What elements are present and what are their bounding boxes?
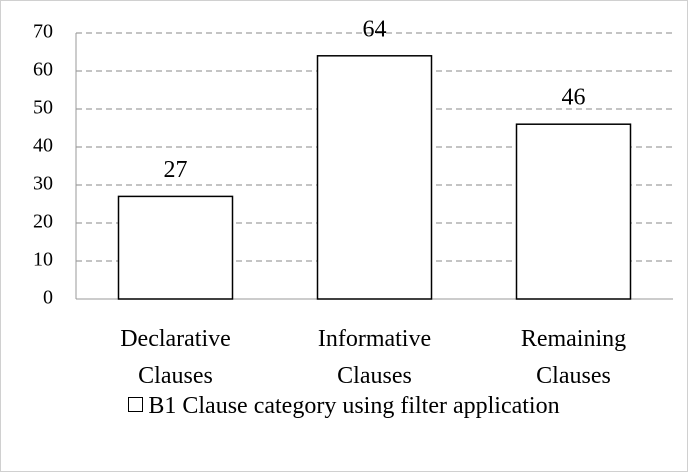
y-tick-label: 60 [33,59,53,81]
data-label: 46 [562,85,586,111]
bar [316,55,433,300]
x-tick-label: Declarative Clauses [120,326,231,389]
y-tick-label: 20 [33,211,53,233]
legend: B1 Clause category using filter applicat… [1,393,687,420]
y-tick-label: 70 [33,21,53,43]
legend-swatch [128,397,144,412]
y-tick-label: 30 [33,173,53,195]
x-tick-label: Remaining Clauses [520,326,627,389]
bar [515,123,632,300]
y-tick-label: 10 [33,249,53,271]
data-label: 27 [164,157,188,183]
legend-label: B1 Clause category using filter applicat… [148,393,560,419]
bar [117,195,234,300]
data-label: 64 [363,16,387,42]
x-tick-label: Informative Clauses [317,326,432,389]
y-tick-label: 50 [33,97,53,119]
y-tick-label: 0 [43,287,53,309]
y-tick-label: 40 [33,135,53,157]
